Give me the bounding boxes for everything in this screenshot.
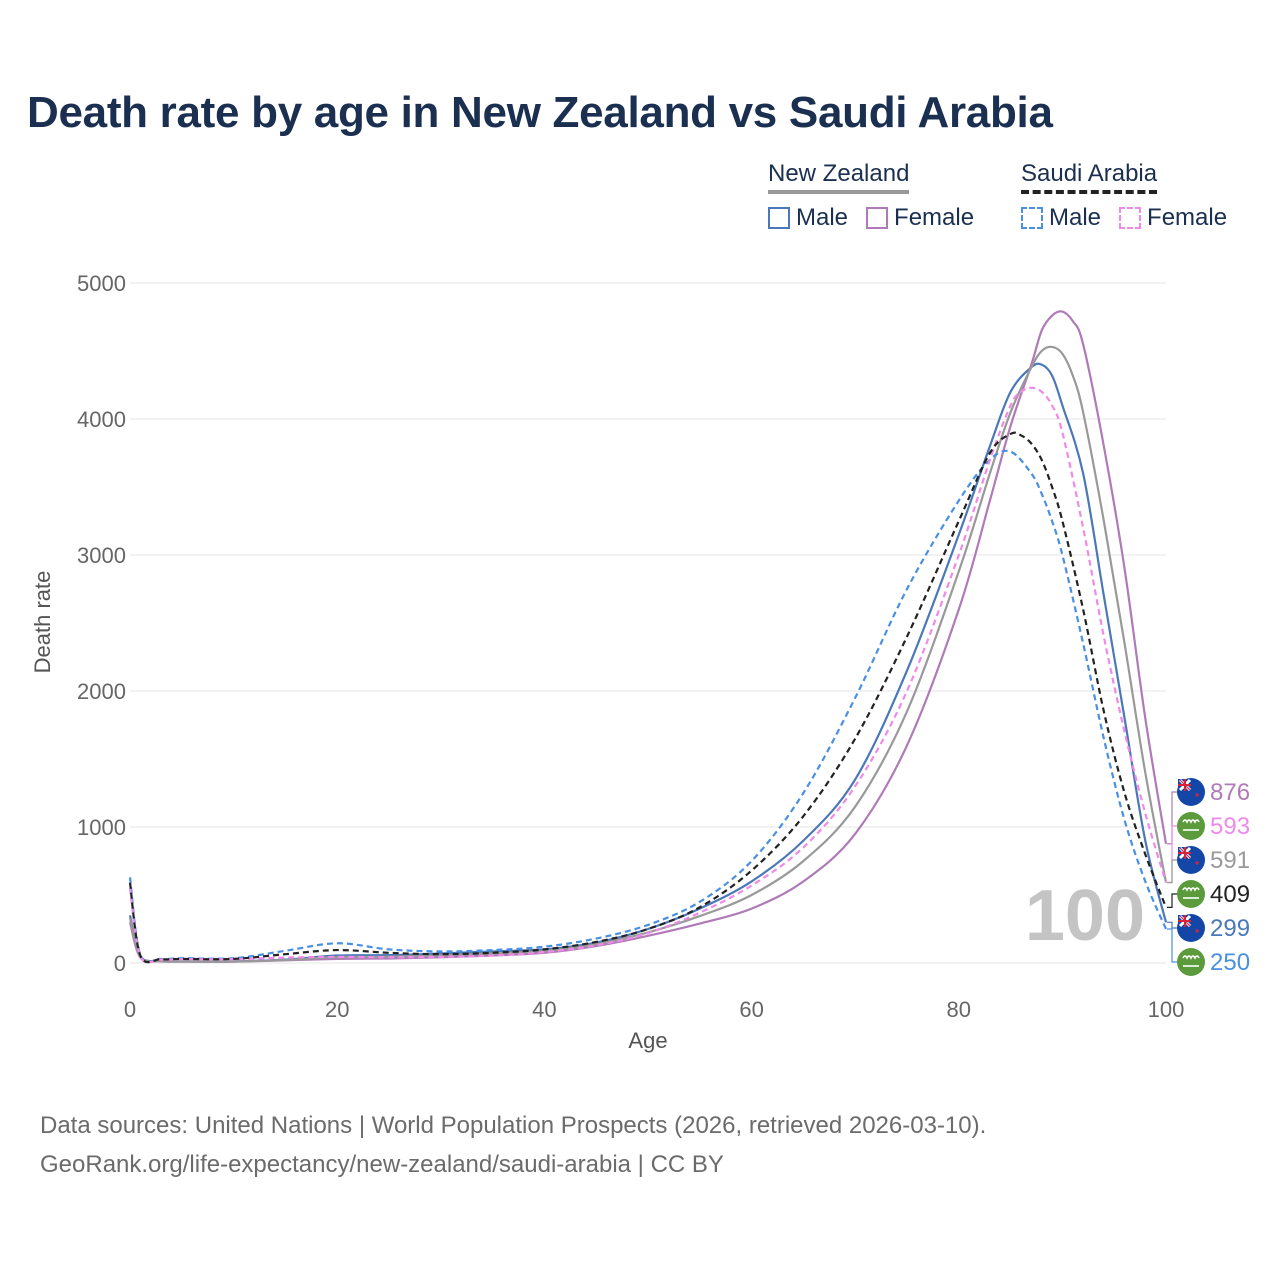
x-tick-label: 0 [124,997,136,1022]
legend-line-new-zealand [768,190,910,194]
nz-male-swatch[interactable] [768,207,790,229]
x-tick-label: 100 [1148,997,1185,1022]
source-note: Data sources: United Nations | World Pop… [40,1112,987,1139]
series-line-saudi-arabia-total[interactable] [128,431,1168,964]
y-tick-label: 1000 [77,815,126,840]
legend-group-new-zealand[interactable]: New Zealand [768,160,910,194]
series-line-new-zealand-male[interactable] [128,362,1168,963]
nz-female-label[interactable]: Female [894,204,975,231]
attribution-link[interactable]: GeoRank.org/life-expectancy/new-zealand/… [40,1151,724,1178]
legend-group-saudi-arabia[interactable]: Saudi Arabia [1021,160,1158,194]
y-tick-label: 4000 [77,407,126,432]
y-tick-label: 0 [114,951,126,976]
grid-lines [130,282,1166,964]
footer: Data sources: United Nations | World Pop… [40,1106,986,1184]
new-zealand-flag-icon [1177,846,1205,874]
end-label-connector [1167,921,1178,929]
chart-title: Death rate by age in New Zealand vs Saud… [27,88,1053,137]
series-line-new-zealand-female[interactable] [128,310,1168,963]
series-lines [128,310,1168,964]
year-label: 100 [1025,876,1145,956]
end-label-connector [1167,928,1178,963]
nz-female-swatch[interactable] [866,207,889,229]
series-line-saudi-arabia-female[interactable] [128,386,1168,964]
end-value-label: 591 [1210,847,1250,874]
new-zealand-flag-icon [1177,778,1205,806]
x-axis-title: Age [628,1028,667,1053]
end-value-label: 409 [1210,881,1250,908]
y-tick-label: 3000 [77,543,126,568]
sa-female-swatch[interactable] [1119,207,1142,229]
nz-male-label[interactable]: Male [796,204,849,231]
sa-female-label[interactable]: Female [1147,204,1228,231]
saudi-arabia-flag-icon [1177,812,1205,840]
saudi-arabia-flag-icon [1177,948,1205,976]
y-tick-label: 5000 [77,271,126,296]
y-tick-labels: 0 1000 2000 3000 4000 5000 [77,271,126,976]
end-value-label: 593 [1210,813,1250,840]
y-tick-label: 2000 [77,679,126,704]
end-value-label: 250 [1210,949,1250,976]
end-value-label: 876 [1210,779,1250,806]
new-zealand-flag-icon [1177,914,1205,942]
saudi-arabia-flag-icon [1177,880,1205,908]
series-line-new-zealand-total[interactable] [128,345,1168,963]
legend-line-saudi-arabia [1021,190,1158,194]
legend-group-label: Saudi Arabia [1021,160,1158,187]
x-tick-label: 40 [532,997,556,1022]
end-label-connector [1167,893,1178,908]
x-tick-labels: 0 20 40 60 80 100 [124,997,1184,1022]
x-tick-label: 80 [947,997,971,1022]
sa-male-swatch[interactable] [1021,207,1043,229]
end-label-connector [1167,791,1178,845]
legend-group-label: New Zealand [768,160,910,187]
end-label-connector [1167,859,1178,884]
y-axis-title: Death rate [30,571,55,674]
chart-plot: 0 1000 2000 3000 4000 5000 0 20 40 60 80 100 Age D… [30,271,1250,1053]
legend-items-new-zealand: Male Female [768,204,992,232]
end-labels: 876 593 591 409 299 250 [1167,778,1250,976]
end-value-label: 299 [1210,915,1250,942]
legend-items-saudi-arabia: Male Female [1021,204,1245,232]
x-tick-label: 20 [325,997,349,1022]
x-tick-label: 60 [739,997,763,1022]
series-line-saudi-arabia-male[interactable] [128,449,1168,964]
sa-male-label[interactable]: Male [1049,204,1102,231]
